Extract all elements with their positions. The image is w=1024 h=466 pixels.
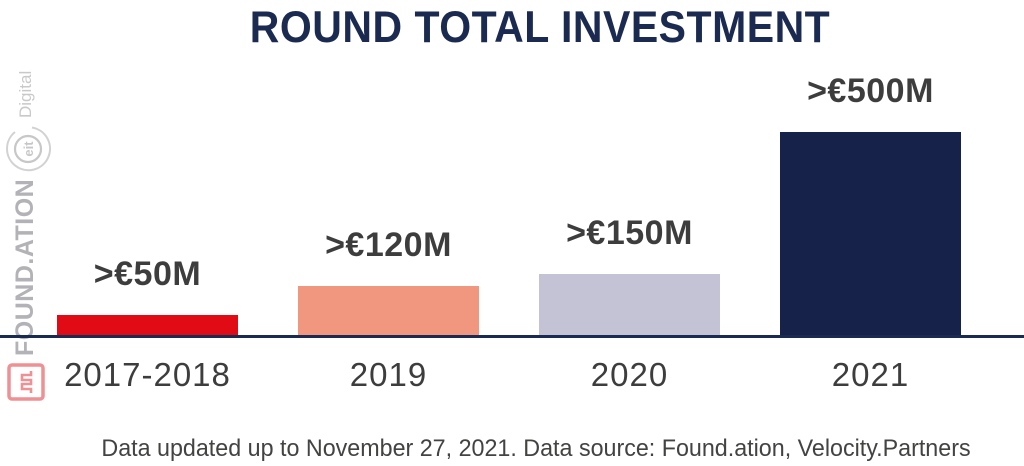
bar <box>539 274 720 335</box>
bar <box>298 286 479 335</box>
bar-value-label: >€50M <box>93 255 202 293</box>
bar-value-label: >€500M <box>807 72 934 110</box>
x-axis-line <box>0 335 1024 338</box>
data-source-note: Data updated up to November 27, 2021. Da… <box>101 435 971 462</box>
bar <box>57 315 238 335</box>
bar-group: >€500M <box>780 74 961 335</box>
eit-circle-logo-icon: eit <box>6 126 52 172</box>
bar <box>780 132 961 335</box>
x-axis-label: 2021 <box>831 356 910 393</box>
foundation-label: FOUND.ATION <box>11 178 39 356</box>
square-wave-logo-icon <box>7 363 45 401</box>
x-axis-label: 2017-2018 <box>64 356 231 393</box>
bar-value-label: >€120M <box>325 226 452 264</box>
bar-chart: >€50M >€120M >€150M >€500M <box>57 0 961 335</box>
x-axis-labels: 2017-2018 2019 2020 2021 <box>57 356 961 394</box>
chart-title: ROUND TOTAL INVESTMENT <box>249 2 831 52</box>
bar-value-label: >€150M <box>566 214 693 252</box>
bar-group: >€50M <box>57 257 238 335</box>
bar-group: >€120M <box>298 228 479 335</box>
bar-group: >€150M <box>539 216 720 335</box>
x-axis-label: 2020 <box>590 356 669 393</box>
x-axis-label: 2019 <box>349 356 428 393</box>
eit-digital-label: Digital <box>16 70 35 118</box>
svg-text:eit: eit <box>21 141 36 157</box>
